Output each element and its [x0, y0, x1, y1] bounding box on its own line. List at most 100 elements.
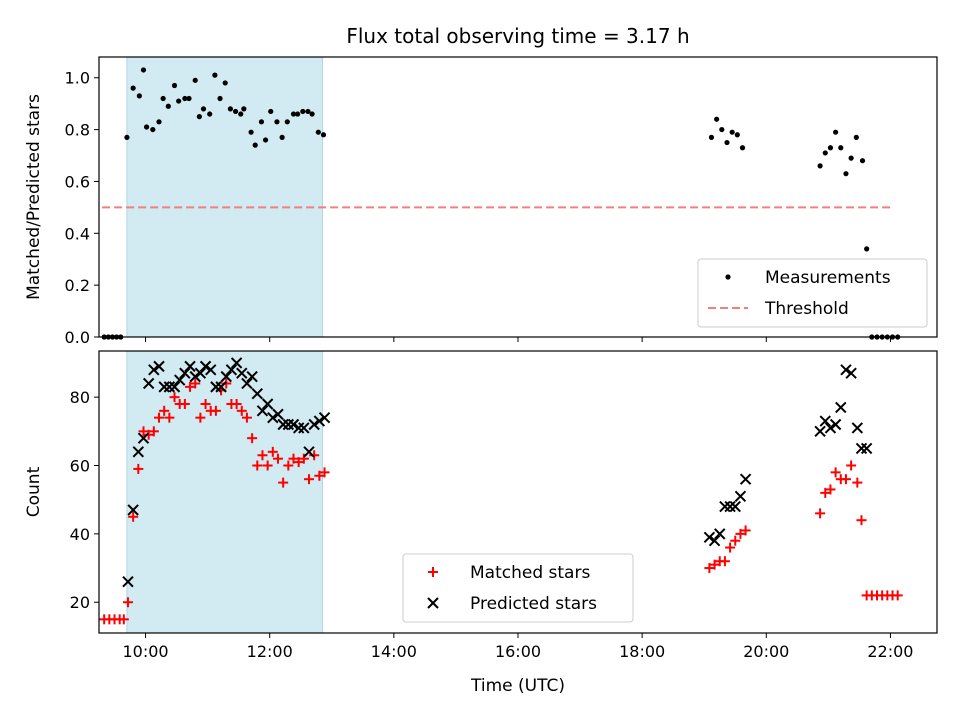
data-point: [708, 535, 721, 547]
data-point: [724, 139, 730, 146]
data-point-stroke: [153, 360, 165, 373]
data-point: [305, 108, 311, 115]
y-tick-label: 0.6: [65, 172, 90, 191]
data-point: [241, 412, 252, 423]
data-point: [231, 398, 242, 409]
data-point: [819, 415, 831, 427]
data-point-stroke: [199, 360, 212, 373]
data-point: [814, 425, 826, 438]
data-point-stroke: [277, 418, 289, 431]
data-point: [142, 377, 155, 390]
data-point: [855, 442, 868, 455]
data-point-stroke: [225, 364, 238, 376]
data-point: [127, 504, 139, 516]
y-tick-label: 0.8: [65, 121, 90, 140]
legend-entry: Predicted stars: [427, 594, 597, 614]
series-matched-stars: [99, 378, 903, 625]
data-point: [148, 364, 160, 376]
data-point-stroke: [236, 367, 248, 379]
data-point: [138, 426, 149, 437]
y-axis-label: Count: [24, 466, 44, 517]
data-point: [133, 463, 144, 474]
data-point: [304, 474, 315, 485]
data-point: [729, 129, 735, 135]
data-point: [241, 106, 247, 112]
data-point: [853, 134, 859, 140]
data-point: [843, 171, 849, 177]
data-point: [168, 381, 181, 393]
data-point: [313, 415, 326, 427]
data-point: [309, 450, 320, 461]
data-point: [822, 150, 828, 156]
data-point: [298, 422, 310, 434]
legend-entry: Matched stars: [428, 563, 590, 583]
data-point-stroke: [142, 377, 155, 390]
data-point: [200, 398, 211, 409]
data-point-stroke: [132, 446, 145, 458]
data-point: [300, 108, 306, 115]
series-measurements: [101, 67, 901, 340]
data-point: [132, 446, 145, 458]
data-point: [719, 556, 730, 567]
data-point-stroke: [282, 418, 295, 431]
data-point: [192, 77, 198, 83]
data-point: [278, 477, 289, 488]
legend: Measurements Threshold: [697, 258, 928, 328]
data-point-stroke: [851, 422, 864, 434]
data-point-stroke: [163, 381, 176, 393]
data-point-stroke: [158, 381, 170, 393]
data-point: [210, 381, 222, 393]
y-tick-label: 0.2: [65, 276, 90, 295]
data-point: [221, 378, 232, 389]
data-point-stroke: [703, 531, 716, 543]
data-point-stroke: [184, 360, 196, 373]
data-point-stroke: [840, 364, 852, 376]
data-point: [734, 132, 740, 138]
data-point: [735, 528, 746, 539]
data-point: [186, 95, 192, 102]
y-tick-label: 80: [70, 388, 90, 407]
data-point-stroke: [210, 381, 222, 393]
data-point: [724, 500, 736, 513]
legend-entry: Threshold: [708, 299, 849, 319]
data-point: [143, 429, 154, 440]
data-point: [189, 370, 201, 383]
data-point-stroke: [189, 370, 201, 383]
y-axis-label: Matched/Predicted stars: [24, 94, 44, 300]
data-point-stroke: [719, 500, 731, 513]
data-point: [122, 597, 133, 608]
data-point: [179, 367, 191, 379]
data-point-stroke: [241, 377, 253, 390]
data-point-stroke: [739, 473, 752, 485]
data-point: [293, 457, 304, 468]
x-tick-label: 18:00: [619, 642, 665, 661]
data-point: [815, 508, 826, 519]
y-tick-label: 0.4: [65, 224, 90, 243]
data-point: [179, 398, 190, 409]
data-point: [859, 158, 866, 164]
data-point: [833, 129, 839, 135]
data-point-stroke: [814, 425, 826, 438]
data-point: [205, 364, 217, 376]
data-point: [840, 364, 852, 376]
data-point: [165, 103, 171, 109]
data-point: [182, 95, 188, 102]
legend: Matched stars Predicted stars: [402, 553, 634, 623]
data-point: [156, 119, 162, 125]
data-point: [268, 108, 274, 115]
x-tick-label: 16:00: [495, 642, 541, 661]
data-point: [825, 484, 836, 495]
data-point-stroke: [860, 442, 873, 455]
data-point: [207, 111, 213, 117]
data-point: [295, 111, 301, 117]
data-point: [256, 405, 269, 417]
data-point-stroke: [251, 388, 263, 400]
data-point: [163, 381, 176, 393]
data-point: [236, 405, 247, 416]
data-point: [267, 411, 279, 424]
data-point: [298, 453, 309, 464]
data-point-stroke: [308, 418, 320, 431]
data-point-stroke: [215, 381, 227, 393]
data-point: [251, 388, 263, 400]
data-point: [128, 511, 139, 522]
